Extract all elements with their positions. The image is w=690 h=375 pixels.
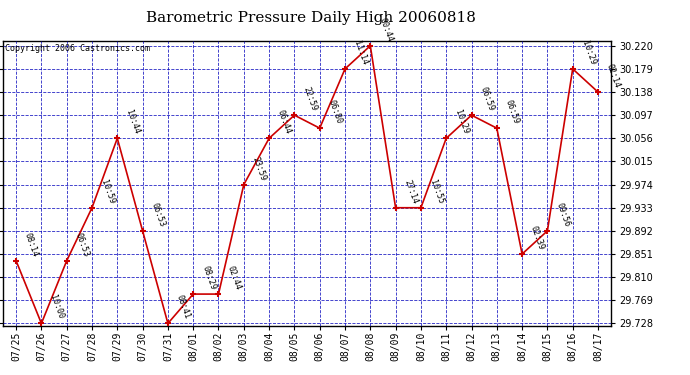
Text: 02:39: 02:39 <box>529 225 546 251</box>
Text: Barometric Pressure Daily High 20060818: Barometric Pressure Daily High 20060818 <box>146 11 475 25</box>
Text: 00:44: 00:44 <box>377 16 394 43</box>
Text: Copyright 2006 Castronics.com: Copyright 2006 Castronics.com <box>5 44 150 53</box>
Text: 10:55: 10:55 <box>428 178 445 205</box>
Text: 23:59: 23:59 <box>250 155 268 182</box>
Text: 08:14: 08:14 <box>23 231 40 258</box>
Text: 27:14: 27:14 <box>402 178 420 205</box>
Text: 10:29: 10:29 <box>453 109 470 135</box>
Text: 09:56: 09:56 <box>554 201 571 228</box>
Text: 06:53: 06:53 <box>150 201 166 228</box>
Text: 10:44: 10:44 <box>124 109 141 135</box>
Text: 02:14: 02:14 <box>605 63 622 89</box>
Text: 06:80: 06:80 <box>326 99 344 125</box>
Text: 08:29: 08:29 <box>200 265 217 291</box>
Text: 08:41: 08:41 <box>175 294 192 321</box>
Text: 06:44: 06:44 <box>276 109 293 135</box>
Text: 06:59: 06:59 <box>504 99 521 125</box>
Text: 22:59: 22:59 <box>302 86 318 112</box>
Text: 10:29: 10:29 <box>580 39 597 66</box>
Text: 10:00: 10:00 <box>48 294 66 321</box>
Text: 06:53: 06:53 <box>74 231 90 258</box>
Text: 10:59: 10:59 <box>99 178 116 205</box>
Text: 11:14: 11:14 <box>352 39 369 66</box>
Text: 02:44: 02:44 <box>226 265 242 291</box>
Text: 06:59: 06:59 <box>478 86 495 112</box>
